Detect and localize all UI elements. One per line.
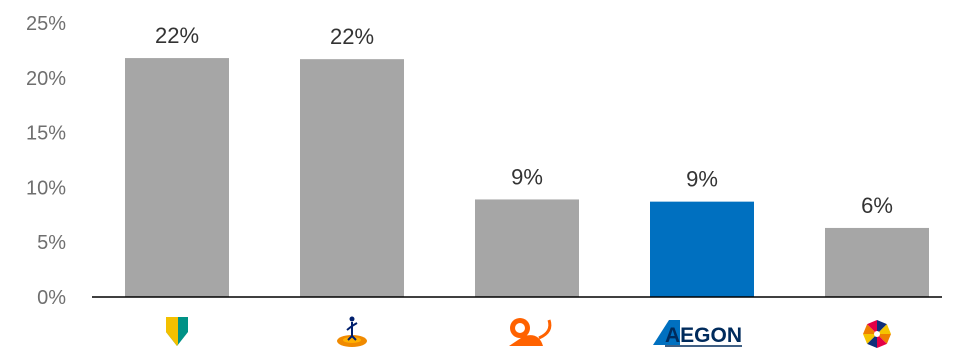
ing-lion-logo: [509, 318, 552, 346]
bar: [650, 201, 754, 297]
aegon-wordmark-logo: AEGON: [653, 320, 742, 347]
data-label: 9%: [686, 167, 718, 192]
y-tick-label: 0%: [37, 287, 66, 309]
rabobank-figure-logo: [337, 316, 367, 347]
y-tick-label: 15%: [26, 123, 66, 145]
category-logos: AEGON: [166, 316, 891, 348]
aegon-wordmark-text: AEGON: [665, 324, 742, 347]
bar: [825, 227, 929, 297]
data-label: 9%: [511, 164, 543, 189]
y-tick-label: 20%: [26, 68, 66, 90]
y-tick-label: 5%: [37, 232, 66, 254]
bar: [125, 58, 229, 298]
abn-amro-shield-logo: [166, 317, 188, 346]
data-label: 22%: [155, 23, 199, 48]
bar: [475, 199, 579, 297]
bars: [125, 58, 929, 298]
y-axis: 0% 5% 10% 15% 20% 25%: [26, 13, 66, 309]
nn-star-logo: [863, 320, 891, 348]
y-tick-label: 10%: [26, 177, 66, 199]
y-tick-label: 25%: [26, 13, 66, 35]
bar: [300, 59, 404, 297]
data-labels: 22% 22% 9% 9% 6%: [155, 23, 893, 218]
data-label: 22%: [330, 24, 374, 49]
data-label: 6%: [861, 193, 893, 218]
